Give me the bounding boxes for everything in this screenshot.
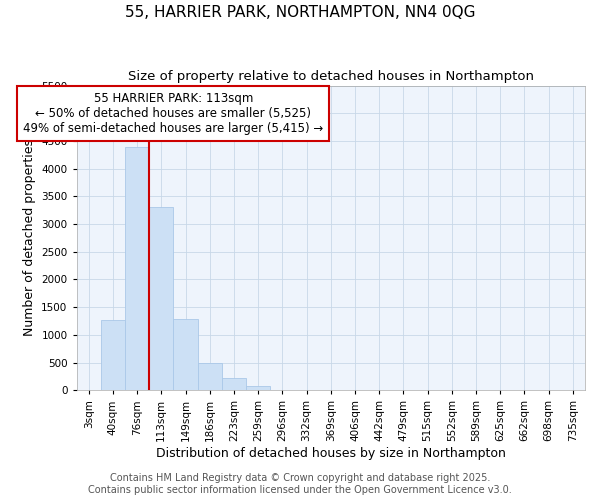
Text: 55 HARRIER PARK: 113sqm
← 50% of detached houses are smaller (5,525)
49% of semi: 55 HARRIER PARK: 113sqm ← 50% of detache… [23,92,323,135]
Bar [101,320,125,390]
Text: 55, HARRIER PARK, NORTHAMPTON, NN4 0QG: 55, HARRIER PARK, NORTHAMPTON, NN4 0QG [125,5,475,20]
Text: Contains HM Land Registry data © Crown copyright and database right 2025.
Contai: Contains HM Land Registry data © Crown c… [88,474,512,495]
Bar [149,208,173,390]
Bar [222,378,246,390]
Bar [173,320,197,390]
X-axis label: Distribution of detached houses by size in Northampton: Distribution of detached houses by size … [156,447,506,460]
Bar [197,362,222,390]
Y-axis label: Number of detached properties: Number of detached properties [23,140,36,336]
Bar [125,146,149,390]
Title: Size of property relative to detached houses in Northampton: Size of property relative to detached ho… [128,70,534,83]
Bar [246,386,270,390]
